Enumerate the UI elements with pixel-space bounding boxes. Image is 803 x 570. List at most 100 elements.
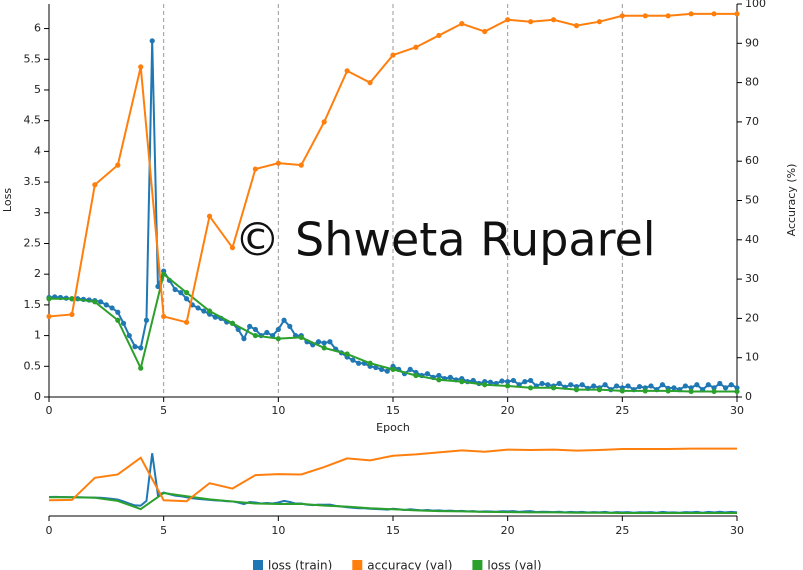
- data-point: [424, 371, 430, 377]
- data-point: [482, 382, 488, 388]
- y2-tick-label: 50: [745, 194, 759, 207]
- legend-label: accuracy (val): [367, 559, 452, 570]
- x-tick-label: 15: [386, 404, 400, 417]
- data-point: [579, 382, 585, 388]
- data-point: [115, 309, 121, 315]
- data-point: [436, 32, 442, 39]
- y2-tick-label: 90: [745, 36, 759, 49]
- data-point: [528, 19, 534, 25]
- data-point: [522, 379, 528, 385]
- data-point: [573, 387, 580, 393]
- data-point: [367, 80, 373, 86]
- y-tick-label: 1.5: [24, 298, 42, 311]
- data-point: [149, 38, 155, 44]
- data-point: [229, 320, 236, 326]
- data-point: [734, 11, 740, 17]
- data-point: [138, 64, 144, 70]
- data-point: [682, 383, 689, 389]
- data-point: [596, 387, 603, 393]
- y-tick-label: 2: [34, 267, 41, 280]
- x-tick-label: 0: [46, 404, 53, 417]
- x-tick-label: 30: [730, 404, 744, 417]
- data-point: [550, 385, 557, 391]
- x-tick-label: 10: [271, 404, 285, 417]
- navigator-tick-label: 5: [160, 524, 167, 537]
- data-point: [413, 44, 419, 50]
- data-point: [688, 11, 694, 17]
- y-tick-label: 0: [34, 390, 41, 403]
- x-tick-label: 20: [501, 404, 515, 417]
- data-point: [642, 13, 648, 19]
- y-tick-label: 4: [34, 144, 41, 157]
- data-point: [184, 296, 190, 302]
- data-point: [648, 383, 654, 389]
- data-point: [115, 162, 121, 168]
- data-point: [728, 382, 734, 388]
- data-point: [184, 319, 190, 325]
- data-point: [447, 374, 453, 380]
- data-point: [636, 383, 643, 390]
- data-point: [545, 382, 551, 388]
- data-point: [390, 52, 396, 58]
- data-point: [327, 339, 333, 345]
- legend-swatch: [253, 560, 263, 570]
- data-point: [172, 286, 178, 293]
- y2-tick-label: 60: [745, 154, 759, 167]
- y-tick-label: 6: [34, 22, 41, 35]
- data-point: [665, 388, 671, 394]
- data-point: [98, 299, 104, 305]
- data-point: [596, 19, 603, 25]
- y-tick-label: 1: [34, 329, 41, 342]
- data-point: [505, 17, 511, 23]
- data-point: [568, 382, 574, 388]
- data-point: [321, 340, 327, 346]
- data-point: [161, 271, 167, 277]
- data-point: [573, 23, 580, 29]
- data-point: [252, 332, 258, 339]
- data-point: [734, 388, 740, 395]
- data-point: [275, 326, 281, 333]
- data-point: [688, 385, 694, 391]
- data-point: [229, 245, 236, 251]
- y-tick-label: 2.5: [24, 236, 42, 249]
- data-point: [539, 380, 545, 387]
- data-point: [482, 28, 488, 35]
- data-point: [132, 344, 138, 350]
- data-point: [103, 302, 109, 308]
- data-point: [407, 366, 413, 372]
- y2-tick-label: 0: [745, 390, 752, 403]
- series-line: [48, 447, 737, 503]
- y-axis-label: Loss: [1, 188, 14, 212]
- data-point: [195, 305, 201, 311]
- navigator-tick-label: 0: [46, 524, 53, 537]
- data-point: [275, 160, 281, 166]
- data-point: [252, 326, 258, 333]
- data-point: [46, 296, 52, 302]
- data-point: [92, 299, 98, 305]
- data-point: [275, 336, 281, 342]
- y2-tick-label: 10: [745, 351, 759, 364]
- data-point: [711, 388, 717, 395]
- y-tick-label: 3: [34, 206, 41, 219]
- data-point: [659, 382, 666, 388]
- data-point: [126, 332, 132, 339]
- data-point: [241, 336, 247, 342]
- data-point: [247, 323, 253, 329]
- data-point: [694, 382, 700, 388]
- data-point: [642, 388, 648, 394]
- legend-swatch: [472, 560, 483, 570]
- data-point: [550, 17, 557, 23]
- data-point: [413, 372, 419, 379]
- navigator-tick-label: 15: [386, 524, 400, 537]
- series-line: [49, 492, 737, 515]
- data-point: [143, 317, 150, 323]
- data-point: [688, 388, 694, 395]
- data-point: [344, 351, 350, 357]
- data-point: [138, 365, 144, 371]
- y2-tick-label: 40: [745, 233, 759, 246]
- data-point: [384, 368, 390, 374]
- data-point: [499, 378, 505, 384]
- data-point: [459, 21, 465, 27]
- y2-tick-label: 100: [745, 0, 766, 10]
